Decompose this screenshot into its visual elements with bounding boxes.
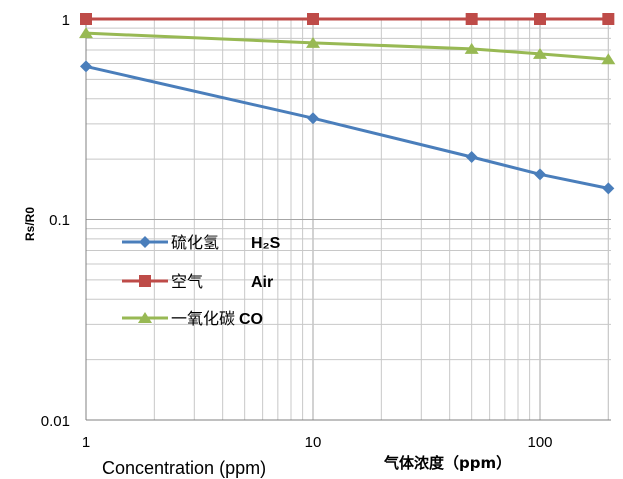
legend: 硫化氢 H₂S 空气 Air 一氧化碳 CO — [122, 233, 281, 328]
data-point-1 — [80, 13, 92, 25]
data-point-50 — [465, 150, 478, 163]
series-air — [80, 13, 615, 25]
y-tick-label-1: 1 — [62, 12, 70, 29]
x-axis-label-english: Concentration (ppm) — [102, 458, 266, 478]
y-axis-label: Rs/R0 — [23, 207, 37, 241]
x-axis-label-chinese: 气体浓度（ppm） — [383, 454, 511, 472]
legend-label-english: Air — [251, 274, 273, 291]
y-tick-label-0.1: 0.1 — [49, 212, 70, 229]
data-point-100 — [534, 168, 546, 181]
y-tick-label-0.01: 0.01 — [41, 413, 70, 430]
legend-label-english: CO — [239, 311, 263, 328]
x-tick-label-1: 1 — [82, 434, 90, 451]
data-point-10 — [307, 13, 319, 25]
data-point-10 — [307, 112, 319, 125]
x-tick-label-100: 100 — [527, 434, 552, 451]
legend-label-english: H₂S — [251, 235, 281, 252]
series-layer — [79, 13, 616, 195]
legend-label-chinese: 硫化氢 — [171, 233, 219, 252]
series-co — [79, 27, 616, 65]
x-tick-label-10: 10 — [305, 434, 322, 451]
data-point-200 — [602, 182, 615, 195]
legend-label-chinese: 一氧化碳 — [171, 309, 235, 328]
data-point-10 — [306, 36, 320, 48]
legend-marker — [138, 312, 152, 323]
legend-label-chinese: 空气 — [171, 272, 203, 291]
data-point-1 — [79, 27, 93, 39]
legend-item: 空气 Air — [122, 272, 273, 291]
data-point-1 — [80, 60, 92, 73]
data-point-50 — [465, 13, 478, 25]
legend-item: 硫化氢 H₂S — [122, 233, 281, 252]
legend-marker — [139, 275, 151, 287]
data-point-100 — [533, 47, 547, 59]
axes — [85, 19, 611, 421]
grid-lines — [85, 18, 611, 421]
series-hs — [80, 60, 615, 195]
legend-item: 一氧化碳 CO — [122, 309, 263, 328]
data-point-200 — [602, 13, 615, 25]
data-point-100 — [534, 13, 546, 25]
tick-labels: 0.01 0.1 1 1 10 100 — [41, 12, 553, 451]
data-point-200 — [601, 53, 616, 65]
legend-marker — [139, 236, 151, 248]
data-point-50 — [464, 42, 479, 54]
